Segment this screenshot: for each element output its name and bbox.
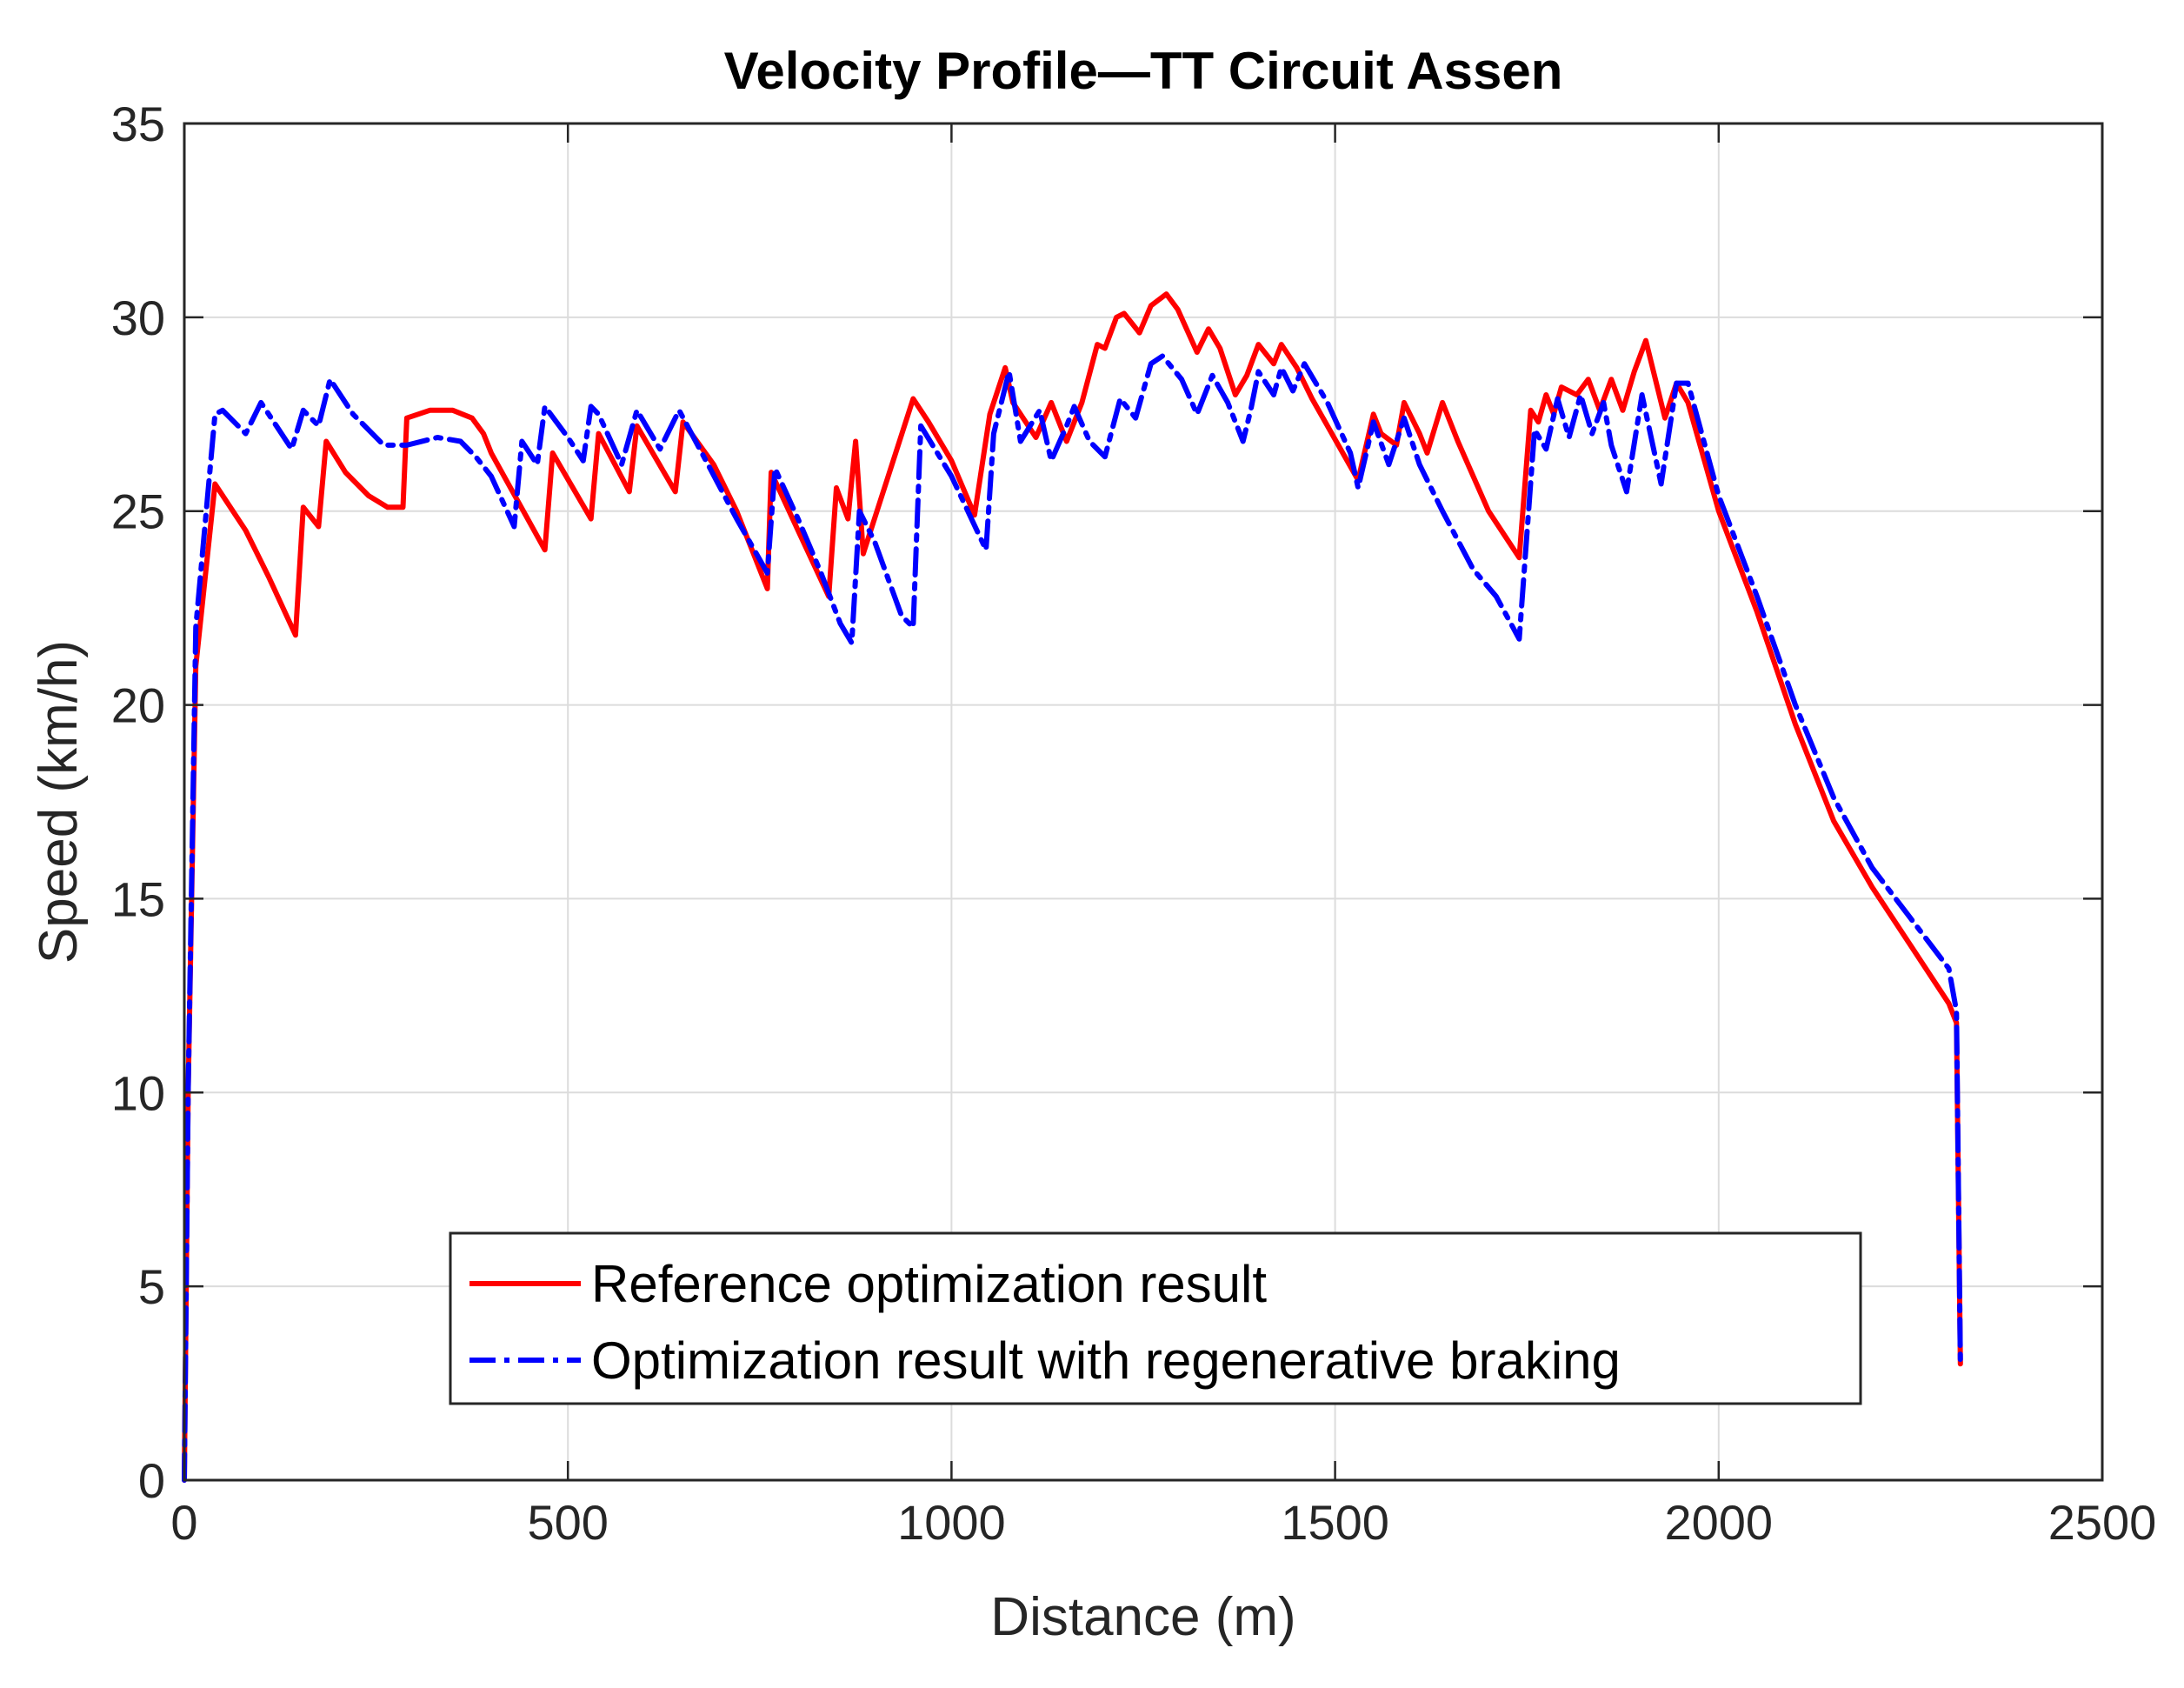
legend-label-reference: Reference optimization result [591,1255,1267,1313]
x-tick-label: 0 [170,1495,197,1550]
series-line-reference [182,291,1963,1483]
y-tick-label: 5 [138,1259,165,1314]
y-axis-label: Speed (km/h) [29,640,89,964]
ticks: 0 500 1000 1500 2000 2500 0 5 10 15 20 25 30 35 [111,97,2157,1550]
y-tick-label: 15 [111,871,165,926]
legend: Reference optimization result Optimizati… [449,1231,1862,1405]
x-axis-label: Distance (m) [990,1587,1295,1647]
legend-box [449,1231,1862,1405]
y-tick-label: 10 [111,1065,165,1120]
x-tick-label: 500 [527,1495,608,1550]
x-tick-label: 2000 [1665,1495,1774,1550]
legend-label-regenerative: Optimization result with regenerative br… [591,1331,1621,1390]
x-tick-label: 2500 [2048,1495,2157,1550]
chart-title: Velocity Profile—TT Circuit Assen [724,42,1563,100]
y-tick-label: 0 [138,1453,165,1508]
plot-area-frame [183,122,2104,1482]
series-group [182,291,1963,1483]
x-tick-label: 1000 [897,1495,1006,1550]
x-tick-label: 1500 [1281,1495,1389,1550]
y-tick-label: 25 [111,484,165,539]
y-tick-label: 30 [111,290,165,345]
y-tick-label: 20 [111,678,165,733]
series-line-regenerative [182,353,1963,1483]
y-tick-label: 35 [111,97,165,151]
